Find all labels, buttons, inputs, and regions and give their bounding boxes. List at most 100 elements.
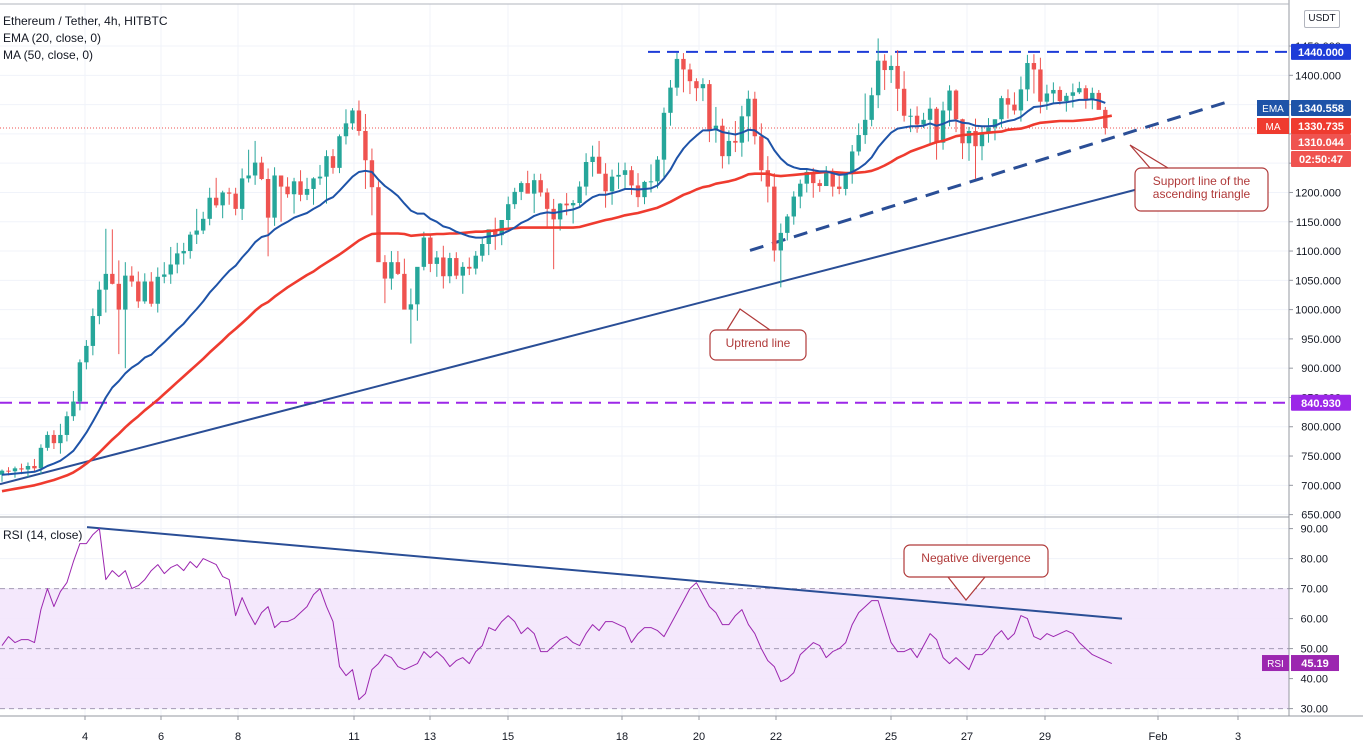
candle: [356, 100, 362, 136]
candle-body: [1070, 92, 1076, 96]
price-tick-label: 750.000: [1301, 451, 1341, 463]
candle: [661, 107, 667, 179]
candle: [979, 126, 985, 161]
ema-badge-value: 1340.558: [1298, 103, 1344, 115]
candle: [752, 91, 758, 145]
candle-body: [265, 178, 271, 218]
candle: [992, 119, 998, 141]
uptrend-line: [0, 185, 1151, 486]
candle-body: [376, 187, 381, 263]
candle-body: [817, 183, 822, 187]
candle-body: [408, 304, 414, 310]
candle: [493, 217, 498, 250]
candle-body: [1103, 109, 1108, 129]
currency-button[interactable]: USDT: [1304, 10, 1340, 28]
rsi-tick-label: 30.00: [1300, 704, 1328, 716]
candle: [531, 173, 537, 213]
candle: [84, 340, 89, 370]
candle: [544, 188, 550, 227]
candle: [1070, 83, 1076, 108]
candle-body: [609, 176, 615, 192]
candle-body: [1025, 63, 1030, 90]
candle: [986, 118, 991, 143]
candle: [1038, 57, 1043, 114]
candle-body: [278, 175, 284, 187]
countdown-badge: 02:50:47: [1291, 151, 1351, 167]
candle-body: [45, 434, 50, 448]
candle: [298, 170, 303, 202]
rsi-tick-label: 90.00: [1300, 524, 1328, 536]
candle: [291, 177, 297, 214]
candle-body: [136, 281, 141, 302]
candle-body: [583, 162, 589, 187]
candle-body: [914, 115, 920, 125]
candle-body: [499, 219, 504, 236]
candle-body: [298, 181, 303, 195]
candle: [791, 191, 796, 225]
candle: [252, 140, 258, 185]
candle: [168, 246, 173, 284]
candle-body: [123, 275, 128, 310]
candle-body: [19, 468, 24, 470]
support-badge-box: [1291, 394, 1351, 411]
candle: [311, 177, 316, 205]
candle: [1077, 81, 1082, 95]
candle: [278, 175, 284, 222]
candle: [882, 54, 887, 90]
candle-body: [616, 174, 621, 177]
candle-body: [304, 188, 310, 195]
candle: [700, 78, 706, 102]
candle: [467, 257, 472, 276]
candle-body: [739, 116, 745, 143]
candle-body: [369, 160, 375, 188]
candle: [609, 169, 615, 205]
candle: [707, 80, 712, 143]
candle-body: [454, 258, 459, 276]
candle-body: [103, 273, 109, 290]
candle-body: [1051, 89, 1056, 94]
candle-body: [142, 281, 147, 302]
candle: [155, 267, 160, 313]
candle: [64, 411, 70, 442]
candle-body: [525, 183, 530, 194]
candle-body: [1083, 88, 1089, 100]
candle: [966, 126, 972, 161]
candle-body: [824, 171, 829, 187]
candle: [1103, 106, 1108, 135]
candle: [1018, 76, 1024, 122]
candle-body: [648, 181, 654, 183]
candle: [733, 121, 738, 153]
time-tick-label: 15: [502, 731, 514, 743]
candle: [616, 162, 621, 189]
candle: [947, 85, 952, 127]
candle: [1012, 92, 1017, 115]
candle-body: [596, 156, 602, 174]
candle-body: [512, 191, 517, 205]
time-tick-label: 29: [1039, 731, 1051, 743]
candle-body: [0, 470, 5, 475]
uptrend-callout-box: [709, 329, 807, 361]
candle-body: [811, 171, 816, 184]
candle: [434, 251, 440, 277]
price-badge-value: 1310.044: [1298, 137, 1345, 149]
candle: [188, 231, 193, 259]
candle-body: [90, 316, 96, 346]
candle: [454, 252, 459, 280]
price-tick-label: 1150.000: [1296, 217, 1341, 229]
candle: [142, 273, 147, 304]
candle-body: [330, 156, 336, 168]
candle: [590, 145, 595, 177]
candle-body: [220, 192, 225, 206]
time-tick-label: 3: [1235, 731, 1241, 743]
candle-body: [71, 401, 76, 417]
horizontal-levels: [0, 50, 1289, 404]
candle: [239, 168, 245, 220]
support-callout-box: [1134, 167, 1269, 212]
candle-body: [901, 88, 907, 116]
candle: [577, 181, 582, 207]
candle-body: [635, 185, 641, 198]
candle-body: [25, 465, 31, 470]
candle: [441, 245, 446, 289]
